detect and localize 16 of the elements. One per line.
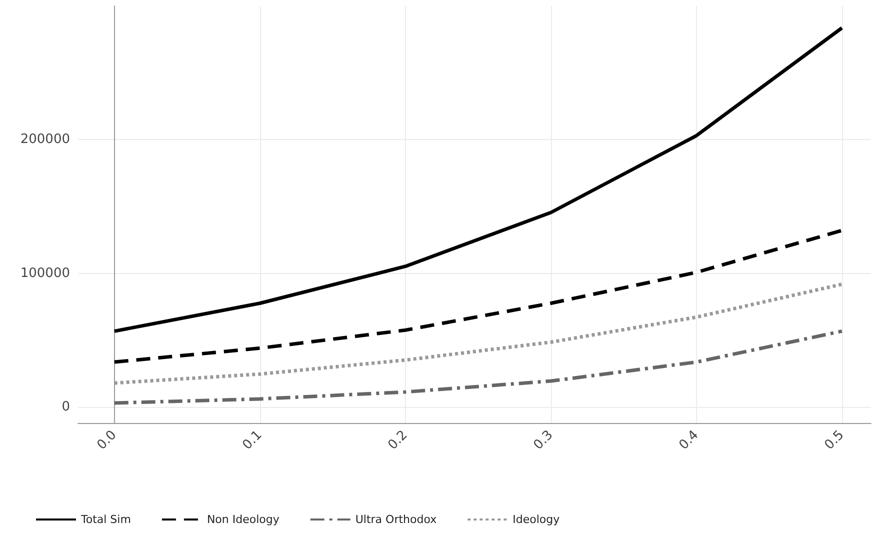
y-tick-label: 100000 (20, 266, 70, 281)
legend-label: Total Sim (80, 513, 131, 526)
x-tick-label: 0.3 (530, 428, 556, 453)
x-tick-label: 0.5 (822, 428, 848, 453)
line-series (112, 228, 844, 364)
line-series (112, 329, 844, 405)
legend-label: Non Ideology (206, 513, 280, 526)
y-tick-label: 200000 (20, 132, 70, 148)
x-tick-label: 0.2 (385, 428, 411, 453)
legend-label: Ideology (512, 513, 560, 526)
y-tick-label: 0 (62, 399, 70, 414)
x-tick-label: 0.4 (676, 428, 702, 453)
line-series (112, 26, 844, 333)
x-tick-label: 0.1 (240, 428, 266, 453)
legend-label: Ultra Orthodox (355, 513, 438, 526)
x-tick-label: 0.0 (94, 428, 120, 453)
